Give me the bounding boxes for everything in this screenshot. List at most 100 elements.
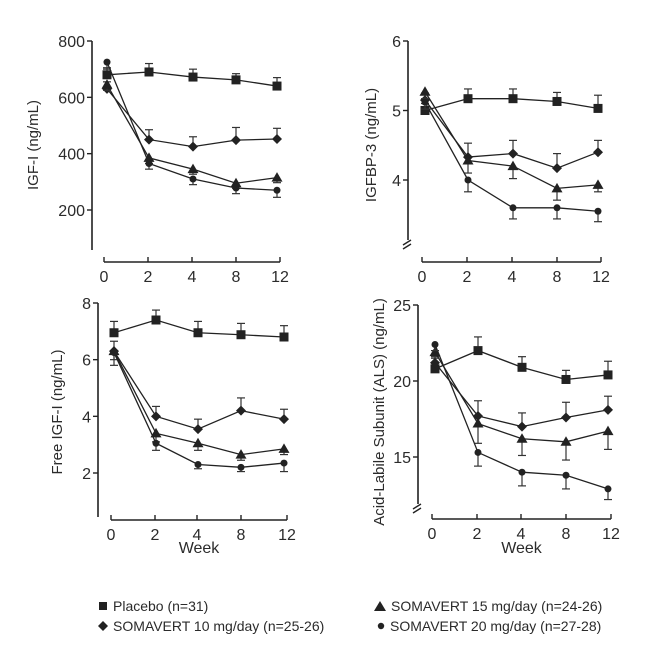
y-axis-label: Free IGF-I (ng/mL) xyxy=(49,349,66,474)
data-point-circle xyxy=(604,485,612,493)
data-point-square xyxy=(517,362,527,372)
data-point-circle xyxy=(152,439,160,447)
data-point-triangle xyxy=(507,160,519,171)
data-point-diamond xyxy=(517,421,527,432)
panel-free-igf-i: 2 4 6 8 Free IGF-I (ng/mL) 0 2 4 8 12 Week xyxy=(49,296,296,557)
data-point-circle xyxy=(145,160,153,168)
data-point-square xyxy=(272,81,282,91)
data-point-triangle xyxy=(192,437,204,448)
data-point-triangle xyxy=(271,172,283,182)
y-tick-label: 2 xyxy=(82,466,91,483)
data-point-diamond xyxy=(272,134,282,145)
data-point-circle xyxy=(562,471,570,479)
y-tick-label: 4 xyxy=(392,173,401,190)
x-tick-label: 0 xyxy=(100,269,109,286)
y-tick-label: 4 xyxy=(82,409,91,426)
data-point-circle xyxy=(273,186,281,194)
triangle-marker-icon xyxy=(374,601,386,611)
legend-label: SOMAVERT 20 mg/day (n=27-28) xyxy=(390,618,602,634)
data-point-triangle xyxy=(592,179,604,189)
data-point-triangle xyxy=(602,425,614,436)
data-point-triangle xyxy=(429,346,441,357)
data-point-circle xyxy=(509,204,517,212)
panel-als: 15 20 25 Acid-Labile Subunit (ALS) (ng/mL) 0… xyxy=(371,298,620,557)
series-line-triangle xyxy=(113,350,285,456)
data-point-square xyxy=(473,346,483,356)
x-tick-label: 0 xyxy=(418,269,427,286)
data-point-triangle xyxy=(278,443,290,453)
data-point-diamond xyxy=(552,163,562,174)
x-tick-label: 12 xyxy=(271,269,289,286)
data-point-triangle xyxy=(150,427,162,438)
x-tick-label: 4 xyxy=(193,527,202,544)
legend-item-placebo: Placebo (n=31) xyxy=(98,598,208,614)
axis-break-mark xyxy=(402,243,412,250)
y-tick-label: 600 xyxy=(58,90,85,107)
data-point-circle xyxy=(594,207,602,215)
x-tick-label: 12 xyxy=(602,526,620,543)
legend-item-15mg: SOMAVERT 15 mg/day (n=24-26) xyxy=(374,598,602,614)
data-point-triangle xyxy=(560,436,572,446)
series-line-diamond xyxy=(106,88,278,148)
data-point-triangle xyxy=(462,155,474,165)
axis-break-mark xyxy=(402,239,412,246)
x-tick-label: 2 xyxy=(151,527,160,544)
data-point-circle xyxy=(518,468,526,476)
diamond-marker-icon xyxy=(98,621,108,631)
x-tick-label: 4 xyxy=(517,526,526,543)
legend-item-20mg: SOMAVERT 20 mg/day (n=27-28) xyxy=(377,618,601,634)
series-line-diamond xyxy=(113,350,285,430)
data-point-square xyxy=(144,67,154,77)
data-point-square xyxy=(420,106,430,115)
data-point-diamond xyxy=(188,141,198,152)
data-point-diamond xyxy=(561,412,571,423)
y-axis-label: Acid-Labile Subunit (ALS) (ng/mL) xyxy=(371,298,388,526)
data-point-triangle xyxy=(551,182,563,193)
data-point-square xyxy=(463,94,473,104)
axis-break-mark xyxy=(412,507,422,514)
data-point-square xyxy=(508,94,518,104)
legend-label: SOMAVERT 15 mg/day (n=24-26) xyxy=(391,598,603,614)
data-point-square xyxy=(603,370,613,380)
data-point-circle xyxy=(237,463,245,471)
data-point-triangle xyxy=(419,86,431,96)
legend-label: SOMAVERT 10 mg/day (n=25-26) xyxy=(113,618,325,634)
y-tick-label: 5 xyxy=(392,104,401,121)
data-point-square xyxy=(188,72,198,82)
y-tick-label: 800 xyxy=(58,34,85,51)
data-point-circle xyxy=(194,461,202,468)
x-tick-label: 4 xyxy=(188,269,197,286)
panel-igfbp-3: 4 5 6 IGFBP-3 (ng/mL) 0 2 4 8 12 xyxy=(363,34,610,286)
data-point-diamond xyxy=(593,147,603,158)
x-tick-label: 2 xyxy=(463,269,472,286)
square-marker-icon xyxy=(99,602,107,610)
y-tick-label: 8 xyxy=(82,296,91,313)
data-point-circle xyxy=(553,204,561,212)
y-tick-label: 15 xyxy=(393,450,411,467)
data-point-triangle xyxy=(235,449,247,459)
data-point-triangle xyxy=(187,163,199,174)
data-point-triangle xyxy=(230,177,242,188)
legend-item-10mg: SOMAVERT 10 mg/day (n=25-26) xyxy=(98,618,324,634)
data-point-diamond xyxy=(603,404,613,415)
data-point-square xyxy=(552,96,562,106)
circle-marker-icon xyxy=(377,622,385,630)
data-point-circle xyxy=(232,184,240,192)
x-tick-label: 8 xyxy=(553,269,562,286)
x-axis-label: Week xyxy=(501,540,543,557)
data-point-square xyxy=(593,103,603,113)
y-tick-label: 6 xyxy=(82,353,91,370)
x-axis-label: Week xyxy=(179,540,221,557)
data-point-square xyxy=(561,374,571,384)
y-tick-label: 200 xyxy=(58,203,85,220)
y-tick-label: 20 xyxy=(393,374,411,391)
data-point-triangle xyxy=(516,433,528,443)
data-point-triangle xyxy=(472,418,484,428)
data-point-square xyxy=(109,328,119,338)
data-point-square xyxy=(193,328,203,338)
panel-igf-i: 200 400 600 800 IGF-I (ng/mL) 0 2 4 8 12 xyxy=(25,34,289,286)
data-point-triangle xyxy=(143,152,155,162)
data-point-circle xyxy=(280,459,288,467)
x-tick-label: 8 xyxy=(562,526,571,543)
data-point-diamond xyxy=(151,411,161,422)
